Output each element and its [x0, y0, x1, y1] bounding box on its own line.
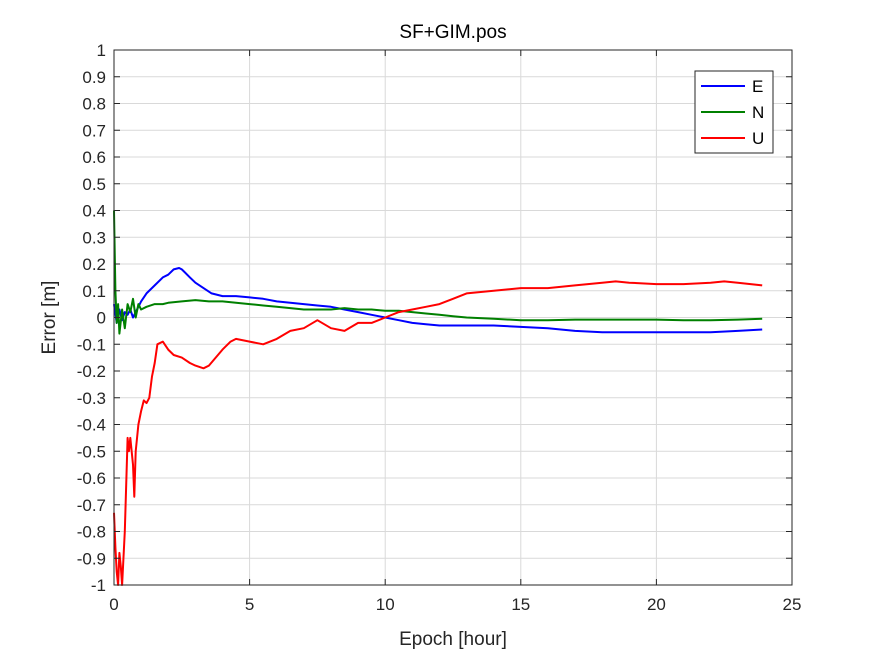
legend: ENU [694, 70, 774, 154]
x-tick-label: 0 [109, 595, 118, 614]
y-tick-label: -0.6 [77, 469, 106, 488]
x-tick-label: 10 [376, 595, 395, 614]
legend-label-u: U [752, 129, 764, 148]
x-tick-label: 25 [783, 595, 802, 614]
x-tick-label: 20 [647, 595, 666, 614]
y-tick-label: 0.8 [82, 95, 106, 114]
y-tick-label: 0.9 [82, 68, 106, 87]
y-tick-label: -1 [91, 576, 106, 595]
x-axis-label: Epoch [hour] [399, 629, 507, 650]
y-axis-label: Error [m] [39, 281, 60, 355]
series-lines [113, 210, 763, 586]
y-tick-label: -0.2 [77, 362, 106, 381]
series-line-n [113, 210, 763, 335]
y-tick-label: -0.4 [77, 416, 106, 435]
y-tick-label: -0.9 [77, 549, 106, 568]
y-tick-label: 0.2 [82, 255, 106, 274]
chart-title: SF+GIM.pos [399, 22, 506, 43]
series-line-u [113, 280, 763, 586]
y-tick-label: 0.1 [82, 282, 106, 301]
y-tick-label: 1 [97, 41, 106, 60]
y-tick-label: 0.4 [82, 202, 106, 221]
y-tick-label: 0.3 [82, 228, 106, 247]
legend-label-e: E [752, 77, 763, 96]
y-tick-label: 0 [97, 309, 106, 328]
y-tick-label: -0.3 [77, 389, 106, 408]
legend-label-n: N [752, 103, 764, 122]
y-tick-label: -0.1 [77, 335, 106, 354]
y-tick-label: 0.5 [82, 175, 106, 194]
ticks: 0 5 10 15 20 25-1-0.9-0.8-0.7-0.6-0.5-0.4-0.3… [77, 41, 802, 614]
y-tick-label: 0.7 [82, 121, 106, 140]
y-tick-label: -0.7 [77, 496, 106, 515]
y-tick-label: 0.6 [82, 148, 106, 167]
x-tick-label: 15 [511, 595, 530, 614]
x-tick-label: 5 [245, 595, 254, 614]
grid [113, 49, 793, 586]
y-tick-label: -0.8 [77, 523, 106, 542]
y-tick-label: -0.5 [77, 442, 106, 461]
